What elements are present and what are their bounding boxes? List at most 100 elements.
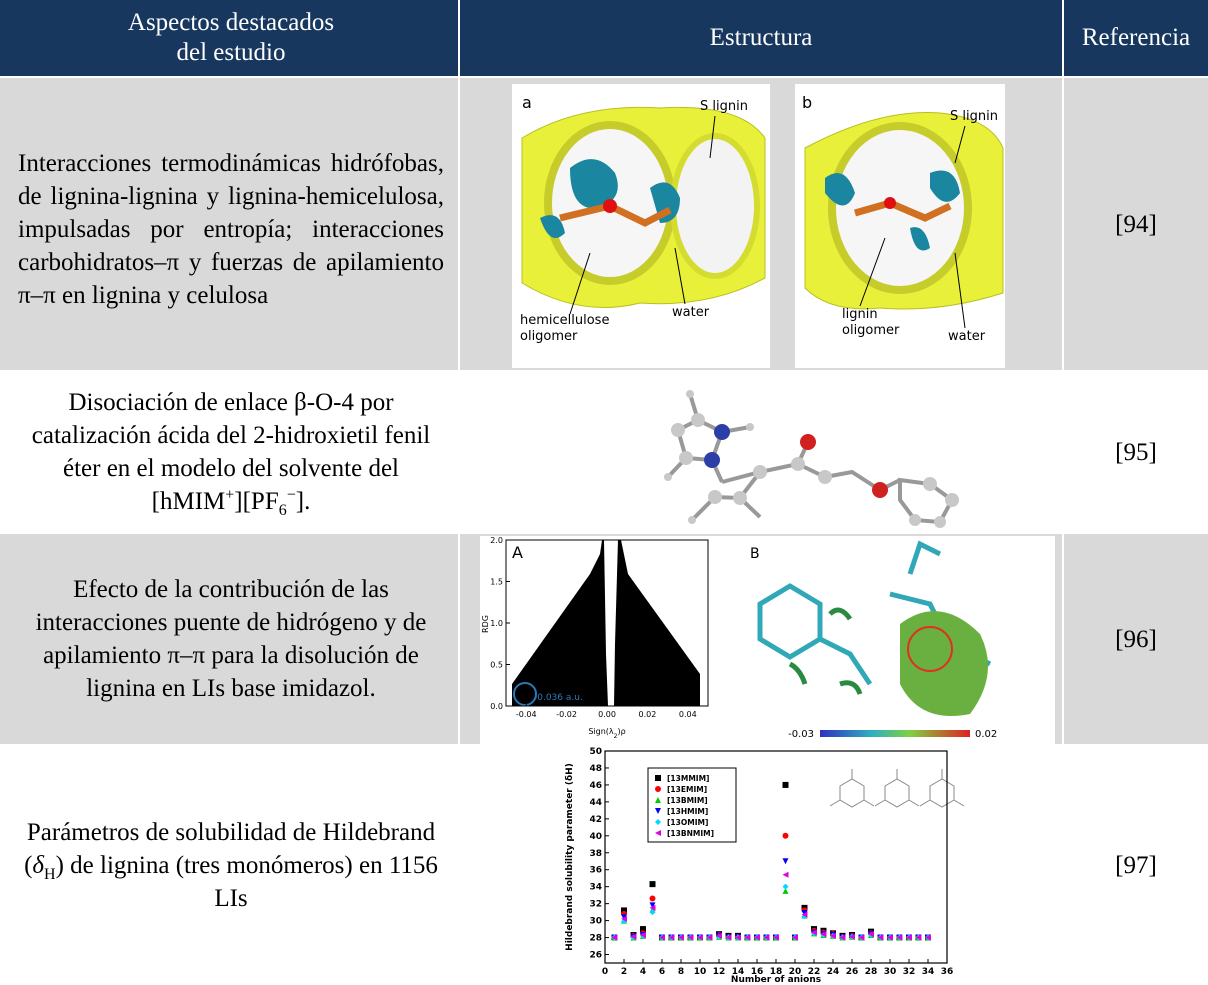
point <box>811 929 817 936</box>
point <box>687 934 694 941</box>
panel-b <box>757 540 992 716</box>
header-cell: Estructura <box>460 0 1062 76</box>
figure-label: water <box>948 329 986 344</box>
atom <box>714 424 730 440</box>
y-tick-label: 34 <box>589 883 602 893</box>
point <box>782 832 789 839</box>
legend-marker <box>655 797 661 803</box>
axis-label: Number of anions <box>731 975 821 985</box>
surface <box>900 611 988 716</box>
figure: a S lignin water hemicellulose oligomer … <box>512 84 1005 368</box>
annotation: -0.036 a.u. <box>534 693 583 703</box>
point <box>858 934 865 941</box>
figure-label: oligomer <box>842 323 900 338</box>
colorbar <box>820 730 970 737</box>
text-run: ][PF <box>234 488 279 515</box>
figure-label: water <box>672 305 710 320</box>
pointer <box>569 252 591 315</box>
y-tick-label: 26 <box>589 951 602 961</box>
y-tick-label: 48 <box>589 764 602 774</box>
text-run: Parámetros de solubilidad de Hildebrand … <box>24 819 436 879</box>
y-tick-label: 46 <box>589 781 602 791</box>
x-tick-label: 2 <box>621 967 627 977</box>
x-tick-label: 28 <box>865 967 878 977</box>
point <box>925 934 931 941</box>
legend-label: [13MMIM] <box>667 774 709 783</box>
x-tick-label: 8 <box>678 967 684 977</box>
legend-label: [13OMIM] <box>667 818 708 827</box>
figure-cell: a S lignin water hemicellulose oligomer … <box>460 78 1062 370</box>
circle-highlight <box>513 682 537 706</box>
legend-marker <box>655 786 661 792</box>
ring <box>670 133 760 279</box>
point <box>868 931 874 938</box>
atom <box>603 199 617 213</box>
y-tick-label: 38 <box>589 849 602 859</box>
legend-label: [13EMIM] <box>667 785 707 794</box>
point <box>830 932 836 939</box>
cell-text: Disociación de enlace β-O-4 por cataliza… <box>18 386 444 519</box>
point-cloud <box>512 540 608 706</box>
figure-label: S lignin <box>700 99 748 114</box>
text-cell: Disociación de enlace β-O-4 por cataliza… <box>0 372 458 532</box>
x-tick-label: 0.04 <box>679 710 697 719</box>
text-run: + <box>225 486 235 504</box>
legend-marker <box>655 808 661 814</box>
y-tick-label: 1.0 <box>490 619 503 628</box>
legend-label: [13BNMIM] <box>667 829 714 838</box>
point <box>773 934 779 941</box>
reference-cell: [97] <box>1115 852 1157 879</box>
header-line: Aspectos destacados <box>127 9 335 36</box>
colorbar-label: -0.03 <box>788 729 814 740</box>
text-run: ) de lignina (tres monómeros) en 1156 LI… <box>55 852 438 912</box>
pointer <box>954 125 966 164</box>
point <box>915 934 922 941</box>
y-tick-label: 2.0 <box>490 536 503 545</box>
molecule <box>854 199 952 222</box>
text-run: ]. <box>295 488 311 515</box>
point <box>782 871 789 878</box>
point <box>782 887 789 894</box>
point <box>801 909 808 916</box>
x-tick-label: 0.00 <box>598 710 616 719</box>
blob <box>540 159 680 238</box>
text-run: Efecto de la contribución de las interac… <box>35 576 427 702</box>
circle-highlight <box>907 626 953 672</box>
pointer <box>709 115 716 159</box>
x-tick-label: 36 <box>941 967 954 977</box>
cell-text: Interacciones termodinámicas hidrófobas,… <box>18 137 444 312</box>
x-tick-label: 14 <box>732 967 745 977</box>
text-cell: Interacciones termodinámicas hidrófobas,… <box>0 78 458 370</box>
molecule <box>559 202 672 227</box>
x-tick-label: -0.04 <box>516 710 537 719</box>
surface <box>788 607 863 695</box>
legend-marker <box>655 775 661 781</box>
point <box>801 911 808 918</box>
legend-marker <box>655 830 661 836</box>
text-run: H <box>44 866 56 883</box>
x-tick-label: 18 <box>770 967 783 977</box>
text-run: 6 <box>278 502 287 519</box>
panel-a: a S lignin water hemicellulose oligomer <box>512 84 770 368</box>
point <box>649 909 656 916</box>
point <box>839 934 846 941</box>
x-tick-label: 6 <box>659 967 665 977</box>
x-tick-label: -0.02 <box>556 710 577 719</box>
point <box>735 934 741 941</box>
x-tick-label: 26 <box>846 967 859 977</box>
axis-label: RDG <box>481 615 490 633</box>
point <box>820 931 827 938</box>
y-tick-label: 50 <box>589 747 602 757</box>
point <box>697 934 703 941</box>
point <box>706 934 713 941</box>
y-tick-label: 42 <box>589 815 602 825</box>
x-tick-label: 4 <box>640 967 646 977</box>
figure-label: oligomer <box>520 329 578 344</box>
molecule <box>757 540 992 686</box>
point <box>896 934 903 941</box>
figure-cell: 0 2 4 6 8 10 12 14 16 18 20 22 24 26 28 30 32 34 36 26 28 30 3… <box>460 746 1062 985</box>
figure-label: lignin <box>842 307 878 322</box>
x-tick-label: 0.02 <box>638 710 656 719</box>
y-tick-label: 1.5 <box>490 578 503 587</box>
